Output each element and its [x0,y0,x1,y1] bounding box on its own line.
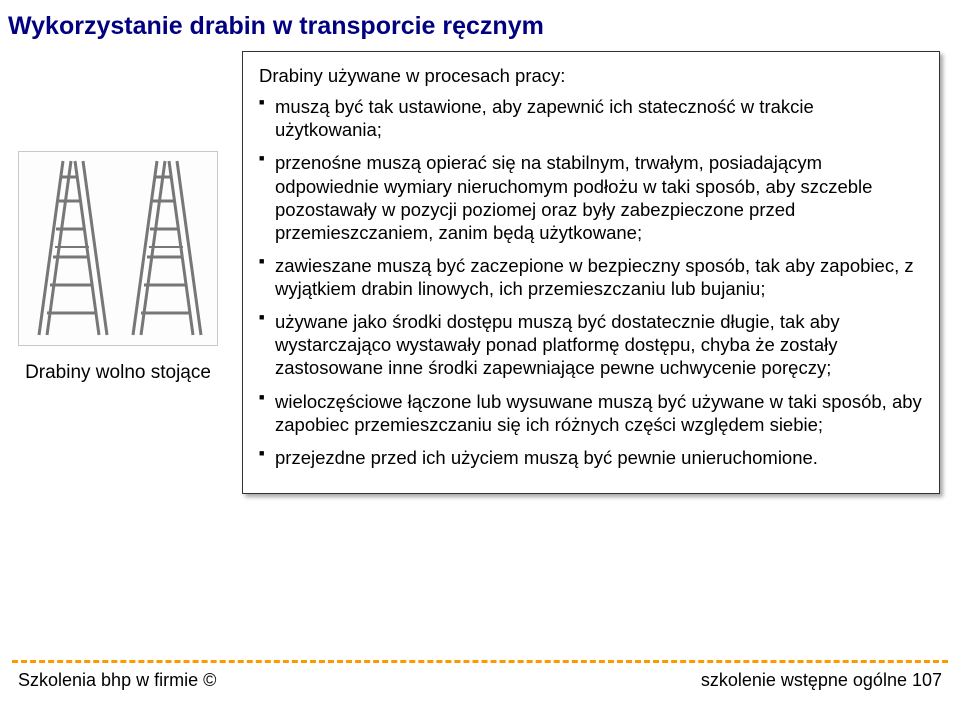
list-item: wieloczęściowe łączone lub wysuwane musz… [259,390,923,436]
list-item: zawieszane muszą być zaczepione w bezpie… [259,254,923,300]
page-title: Wykorzystanie drabin w transporcie ręczn… [0,0,960,41]
image-caption: Drabiny wolno stojące [25,362,211,384]
list-item: używane jako środki dostępu muszą być do… [259,310,923,379]
left-column: Drabiny wolno stojące [8,51,228,494]
ladder-icon [127,157,207,337]
intro-text: Drabiny używane w procesach pracy: [259,64,923,87]
content-box: Drabiny używane w procesach pracy: muszą… [242,51,940,494]
ladder-icon [33,157,113,337]
list-item: przenośne muszą opierać się na stabilnym… [259,151,923,244]
bullet-list: muszą być tak ustawione, aby zapewnić ic… [259,95,923,469]
footer-right: szkolenie wstępne ogólne 107 [701,670,942,691]
list-item: muszą być tak ustawione, aby zapewnić ic… [259,95,923,141]
main-layout: Drabiny wolno stojące Drabiny używane w … [0,41,960,494]
footer-left: Szkolenia bhp w firmie © [18,670,216,691]
list-item: przejezdne przed ich użyciem muszą być p… [259,446,923,469]
divider-line [12,660,948,663]
footer: Szkolenia bhp w firmie © szkolenie wstęp… [0,670,960,691]
ladder-image [18,151,218,346]
